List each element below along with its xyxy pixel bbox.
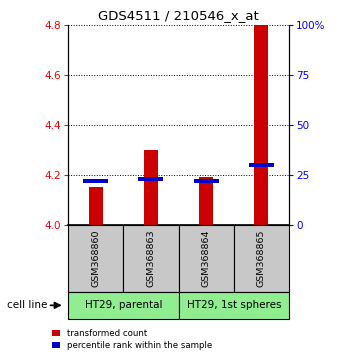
Bar xyxy=(68,225,123,292)
Bar xyxy=(194,179,219,183)
Bar xyxy=(144,150,158,225)
Legend: transformed count, percentile rank within the sample: transformed count, percentile rank withi… xyxy=(52,329,212,350)
Bar xyxy=(199,177,213,225)
Text: GSM368865: GSM368865 xyxy=(257,230,266,287)
Bar xyxy=(138,177,163,181)
Text: GSM368863: GSM368863 xyxy=(147,230,155,287)
Bar xyxy=(89,187,103,225)
Bar xyxy=(68,292,178,319)
Bar xyxy=(178,225,234,292)
Title: GDS4511 / 210546_x_at: GDS4511 / 210546_x_at xyxy=(98,9,259,22)
Bar xyxy=(234,225,289,292)
Text: GSM368860: GSM368860 xyxy=(91,230,100,287)
Text: HT29, parental: HT29, parental xyxy=(85,300,162,310)
Text: cell line: cell line xyxy=(7,300,47,310)
Text: HT29, 1st spheres: HT29, 1st spheres xyxy=(187,300,281,310)
Bar xyxy=(249,163,274,167)
Bar xyxy=(178,292,289,319)
Text: GSM368864: GSM368864 xyxy=(202,230,210,287)
Bar xyxy=(254,25,268,225)
Bar xyxy=(123,225,178,292)
Bar xyxy=(83,179,108,183)
